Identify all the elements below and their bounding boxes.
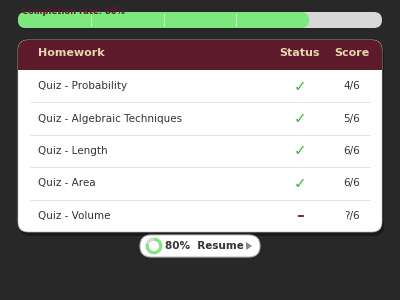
- Text: Quiz - Volume: Quiz - Volume: [38, 211, 110, 221]
- FancyBboxPatch shape: [18, 12, 382, 28]
- Text: ✓: ✓: [294, 79, 306, 94]
- Text: ✓: ✓: [294, 176, 306, 191]
- Text: Quiz - Probability: Quiz - Probability: [38, 81, 127, 91]
- FancyBboxPatch shape: [18, 40, 382, 232]
- Text: 6/6: 6/6: [344, 178, 360, 188]
- Text: 6/6: 6/6: [344, 146, 360, 156]
- Text: ✓: ✓: [294, 143, 306, 158]
- Text: Completion rate: 80%: Completion rate: 80%: [22, 8, 125, 16]
- FancyBboxPatch shape: [140, 235, 260, 257]
- Text: Quiz - Area: Quiz - Area: [38, 178, 96, 188]
- Text: Quiz - Length: Quiz - Length: [38, 146, 108, 156]
- Text: ?/6: ?/6: [344, 211, 360, 221]
- FancyBboxPatch shape: [18, 12, 309, 28]
- Text: Score: Score: [334, 49, 370, 58]
- Circle shape: [150, 242, 158, 250]
- Text: –: –: [296, 208, 304, 223]
- Text: ✓: ✓: [294, 111, 306, 126]
- Wedge shape: [146, 238, 162, 254]
- Text: 5/6: 5/6: [344, 114, 360, 124]
- Text: Homework: Homework: [38, 49, 105, 58]
- Text: 80%  Resume: 80% Resume: [165, 241, 244, 251]
- Circle shape: [146, 238, 162, 254]
- FancyBboxPatch shape: [18, 40, 382, 70]
- Bar: [18, 55, 382, 70]
- Text: 4/6: 4/6: [344, 81, 360, 91]
- Text: Quiz - Algebraic Techniques: Quiz - Algebraic Techniques: [38, 114, 182, 124]
- Polygon shape: [246, 242, 252, 250]
- Text: Status: Status: [280, 49, 320, 58]
- FancyBboxPatch shape: [20, 44, 384, 236]
